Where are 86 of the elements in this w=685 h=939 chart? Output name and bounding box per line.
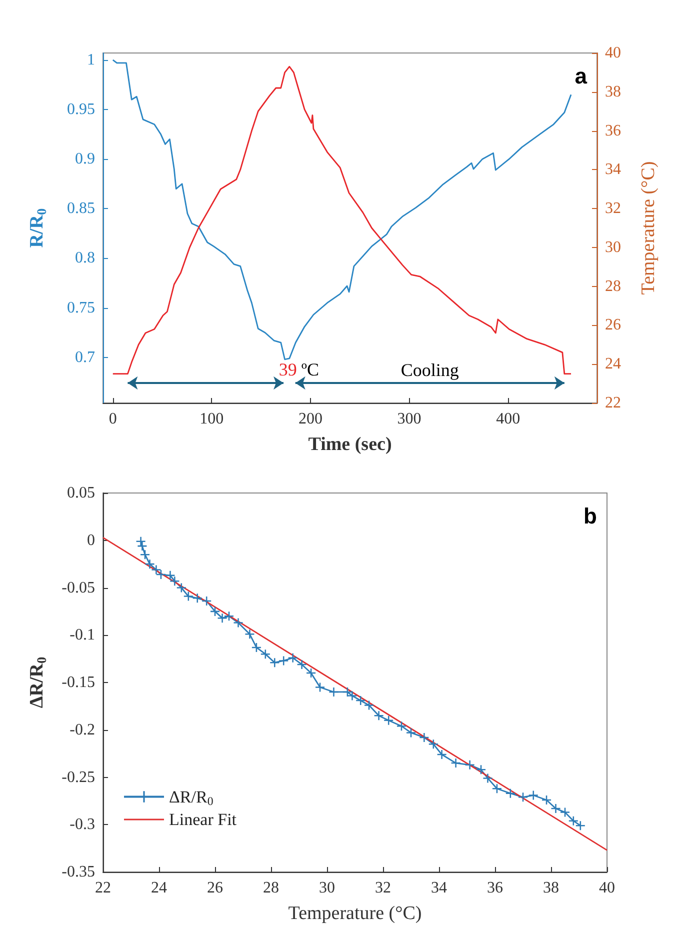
point bbox=[166, 570, 175, 580]
x-tick-label: 24 bbox=[151, 880, 167, 896]
point bbox=[568, 816, 578, 826]
x-tick-label: 38 bbox=[543, 880, 559, 896]
annotation: 39 ºC bbox=[278, 359, 319, 380]
point bbox=[224, 612, 234, 621]
x-tick-label: 32 bbox=[375, 880, 391, 896]
y-tick-label: 0.95 bbox=[67, 101, 95, 118]
point bbox=[136, 536, 146, 546]
y2-tick-label: 36 bbox=[605, 122, 621, 140]
y2-tick-label: 22 bbox=[605, 394, 621, 412]
point bbox=[176, 583, 186, 592]
x-tick-label: 26 bbox=[207, 880, 223, 896]
y2-tick-label: 32 bbox=[605, 200, 621, 218]
y-tick-label: 0.05 bbox=[67, 484, 95, 502]
y2-tick-label: 28 bbox=[605, 278, 621, 295]
annotation: Cooling bbox=[400, 360, 459, 380]
point bbox=[279, 656, 288, 666]
x-tick-label: 400 bbox=[496, 410, 520, 428]
annotation: a bbox=[574, 64, 588, 88]
y2-axis-title: Temperature (°C) bbox=[638, 161, 659, 295]
y-tick-label: -0.3 bbox=[70, 816, 95, 834]
point bbox=[152, 565, 161, 574]
point bbox=[518, 792, 528, 802]
point bbox=[348, 691, 357, 700]
point bbox=[476, 765, 486, 774]
y2-tick-label: 38 bbox=[605, 83, 621, 100]
y-axis-title: ΔR/R0 bbox=[26, 656, 49, 708]
y2-tick-label: 30 bbox=[605, 238, 621, 256]
y-tick-label: -0.35 bbox=[62, 864, 95, 880]
y-tick-label: -0.05 bbox=[62, 579, 95, 596]
point bbox=[465, 760, 474, 770]
point bbox=[374, 711, 384, 720]
annotation: b bbox=[584, 504, 597, 528]
x-tick-label: 0 bbox=[108, 410, 117, 428]
point bbox=[551, 804, 560, 814]
legend-label: Linear Fit bbox=[169, 810, 237, 829]
point bbox=[483, 774, 492, 783]
x-tick-label: 100 bbox=[200, 410, 224, 428]
point bbox=[145, 560, 154, 569]
point bbox=[560, 808, 570, 817]
point bbox=[245, 630, 254, 639]
point bbox=[316, 682, 324, 692]
x-tick-label: 300 bbox=[397, 410, 422, 428]
point bbox=[364, 700, 374, 710]
point bbox=[506, 788, 515, 798]
point bbox=[184, 592, 193, 601]
y-tick-label: 0.9 bbox=[75, 150, 95, 168]
point bbox=[288, 653, 298, 662]
x-tick-label: 34 bbox=[431, 880, 447, 896]
y-tick-label: 0.7 bbox=[75, 348, 95, 366]
y2-tick-label: 24 bbox=[605, 356, 621, 373]
y-tick-label: -0.2 bbox=[70, 721, 95, 738]
point bbox=[270, 658, 280, 668]
y-tick-label: -0.15 bbox=[62, 674, 95, 691]
point bbox=[218, 614, 227, 623]
y-tick-label: 0 bbox=[87, 532, 95, 549]
x-tick-label: 28 bbox=[263, 880, 279, 896]
y2-tick-label: 26 bbox=[605, 316, 621, 334]
x-tick-label: 22 bbox=[95, 880, 111, 896]
point bbox=[138, 542, 147, 551]
x-tick-label: 36 bbox=[487, 880, 503, 896]
y-tick-label: -0.1 bbox=[70, 626, 95, 644]
point bbox=[170, 576, 180, 586]
point bbox=[528, 790, 538, 800]
y2-tick-label: 40 bbox=[605, 44, 621, 62]
y-tick-label: 0.85 bbox=[67, 200, 95, 218]
point bbox=[406, 728, 416, 738]
point bbox=[451, 758, 460, 768]
x-tick-label: 30 bbox=[319, 880, 335, 896]
point bbox=[329, 687, 338, 696]
y-tick-label: 0.8 bbox=[75, 250, 95, 267]
y-tick-label: 0.75 bbox=[67, 299, 95, 316]
point bbox=[234, 618, 243, 628]
x-axis-title: Time (sec) bbox=[308, 434, 392, 455]
y2-tick-label: 34 bbox=[605, 161, 621, 178]
y-tick-label: -0.25 bbox=[62, 768, 95, 786]
y-axis-title: R/R0 bbox=[26, 208, 49, 248]
x-tick-label: 200 bbox=[298, 410, 322, 428]
y-tick-label: 1 bbox=[87, 51, 95, 68]
x-axis-title: Temperature (°C) bbox=[288, 903, 422, 924]
x-tick-label: 40 bbox=[599, 880, 615, 896]
point bbox=[297, 660, 306, 669]
point bbox=[192, 594, 202, 603]
point bbox=[437, 750, 446, 760]
point bbox=[420, 732, 429, 742]
